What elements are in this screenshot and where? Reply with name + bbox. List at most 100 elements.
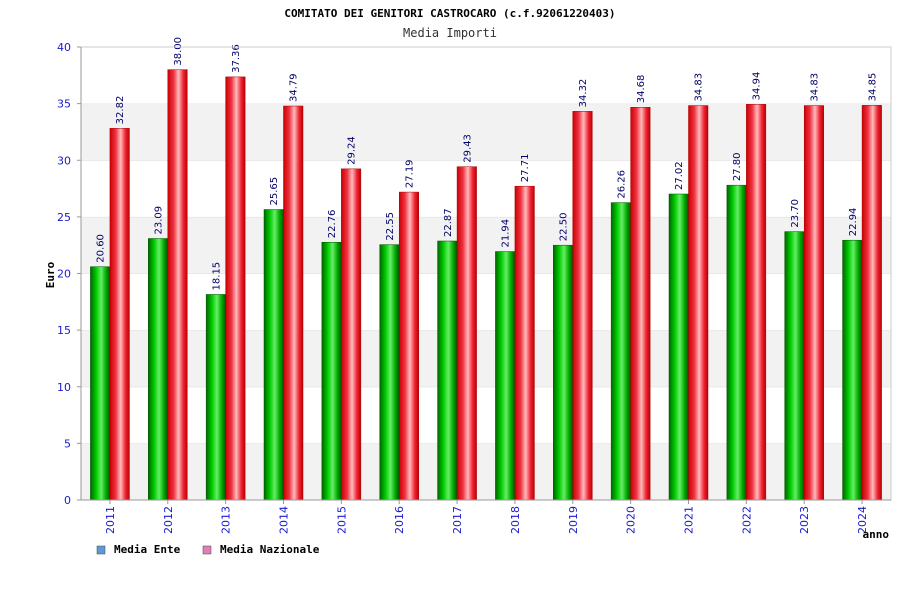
data-label: 37.36 xyxy=(231,44,242,73)
chart-subtitle: Media Importi xyxy=(403,26,497,40)
grid-band xyxy=(81,330,891,387)
x-tick-label: 2023 xyxy=(798,506,811,534)
bar-media-ente-2022 xyxy=(726,184,747,501)
grid-band xyxy=(81,216,891,274)
legend-label-media-ente: Media Ente xyxy=(114,543,181,556)
data-label: 27.71 xyxy=(520,154,531,183)
grid-band xyxy=(81,443,891,500)
x-tick-label: 2014 xyxy=(278,506,291,534)
x-tick-label: 2020 xyxy=(625,506,638,534)
grid-band xyxy=(81,103,891,161)
data-label: 29.43 xyxy=(462,134,473,163)
y-tick-label: 25 xyxy=(57,211,71,224)
y-tick-label: 5 xyxy=(64,437,71,450)
y-tick-label: 40 xyxy=(57,41,71,54)
bar-media-nazionale-2014 xyxy=(283,105,304,501)
bar-media-ente-2024 xyxy=(842,239,863,501)
bar-media-ente-2020 xyxy=(610,202,631,501)
chart-title: COMITATO DEI GENITORI CASTROCARO (c.f.92… xyxy=(284,7,615,20)
bar-media-ente-2023 xyxy=(784,231,805,501)
grid-bands xyxy=(81,46,891,500)
data-label: 34.83 xyxy=(809,73,820,102)
y-tick-label: 15 xyxy=(57,324,71,337)
data-label: 32.82 xyxy=(115,96,126,125)
x-tick-label: 2022 xyxy=(740,506,753,534)
data-label: 23.70 xyxy=(790,199,801,228)
data-label: 27.19 xyxy=(404,159,415,188)
grid-band xyxy=(81,160,891,217)
bar-media-ente-2019 xyxy=(553,244,574,501)
grid-band xyxy=(81,47,891,104)
bar-media-ente-2021 xyxy=(668,193,689,501)
data-label: 34.94 xyxy=(752,72,763,101)
x-tick-label: 2021 xyxy=(683,506,696,534)
data-label: 22.55 xyxy=(385,212,396,241)
x-axis-label: anno xyxy=(863,528,890,541)
x-tick-label: 2012 xyxy=(162,506,175,534)
y-tick-label: 10 xyxy=(57,381,71,394)
bar-media-nazionale-2017 xyxy=(456,166,477,501)
x-tick-label: 2019 xyxy=(567,506,580,534)
data-label: 20.60 xyxy=(96,234,107,263)
bar-media-nazionale-2012 xyxy=(167,69,188,501)
y-tick-label: 30 xyxy=(57,154,71,167)
grid-band xyxy=(81,386,891,444)
data-label: 29.24 xyxy=(347,136,358,165)
bar-media-ente-2014 xyxy=(263,209,284,501)
data-labels: 20.60 32.82 23.09 38.00 18.15 37.36 25.65 34.79… xyxy=(96,37,879,290)
data-label: 34.83 xyxy=(694,73,705,102)
y-tick-label: 35 xyxy=(57,98,71,111)
bar-media-nazionale-2019 xyxy=(572,111,593,501)
legend: Media Ente Media Nazionale xyxy=(96,543,320,556)
x-tick-label: 2018 xyxy=(509,506,522,534)
y-tick-label: 0 xyxy=(64,494,71,507)
bar-media-nazionale-2016 xyxy=(398,191,419,501)
data-label: 22.94 xyxy=(848,208,859,237)
y-axis-ticks: 0 5 10 15 20 25 30 35 40 xyxy=(57,41,81,507)
data-label: 22.76 xyxy=(327,210,338,239)
bar-media-ente-2013 xyxy=(205,294,226,501)
bar-media-ente-2011 xyxy=(90,266,111,501)
data-label: 21.94 xyxy=(501,219,512,248)
bar-media-ente-2017 xyxy=(437,240,458,501)
bar-media-nazionale-2020 xyxy=(630,106,651,501)
bar-media-nazionale-2013 xyxy=(225,76,246,501)
data-label: 22.50 xyxy=(559,213,570,242)
data-label: 18.15 xyxy=(211,262,222,291)
bars xyxy=(90,69,882,501)
x-tick-label: 2016 xyxy=(393,506,406,534)
bar-media-ente-2012 xyxy=(148,238,169,501)
y-tick-label: 20 xyxy=(57,268,71,281)
bar-media-nazionale-2018 xyxy=(514,185,535,501)
bar-media-nazionale-2022 xyxy=(746,104,767,501)
bar-media-nazionale-2023 xyxy=(803,105,824,501)
legend-swatch-media-nazionale xyxy=(202,545,212,555)
data-label: 25.65 xyxy=(269,177,280,206)
data-label: 22.87 xyxy=(443,208,454,237)
x-tick-label: 2017 xyxy=(451,506,464,534)
data-label: 38.00 xyxy=(173,37,184,66)
bar-media-nazionale-2021 xyxy=(688,105,709,501)
bar-media-nazionale-2015 xyxy=(341,168,362,501)
data-label: 34.85 xyxy=(867,73,878,102)
legend-label-media-nazionale: Media Nazionale xyxy=(220,543,320,556)
bar-media-nazionale-2024 xyxy=(861,105,882,501)
y-axis-label: Euro xyxy=(44,261,57,288)
data-label: 27.80 xyxy=(732,153,743,182)
data-label: 23.09 xyxy=(154,206,165,235)
bar-media-ente-2016 xyxy=(379,244,400,501)
data-label: 26.26 xyxy=(616,170,627,199)
x-tick-label: 2024 xyxy=(856,506,869,534)
x-tick-label: 2013 xyxy=(220,506,233,534)
x-tick-label: 2015 xyxy=(335,506,348,534)
bar-media-ente-2015 xyxy=(321,241,342,501)
bar-media-nazionale-2011 xyxy=(109,128,130,501)
data-label: 34.79 xyxy=(289,73,300,102)
x-axis-ticks: 2011 2012 2013 2014 2015 2016 2017 2018 2019 2020… xyxy=(104,500,869,534)
x-tick-label: 2011 xyxy=(104,506,117,534)
data-label: 34.68 xyxy=(636,75,647,104)
data-label: 34.32 xyxy=(578,79,589,108)
legend-swatch-media-ente xyxy=(96,545,106,555)
data-label: 27.02 xyxy=(674,161,685,190)
